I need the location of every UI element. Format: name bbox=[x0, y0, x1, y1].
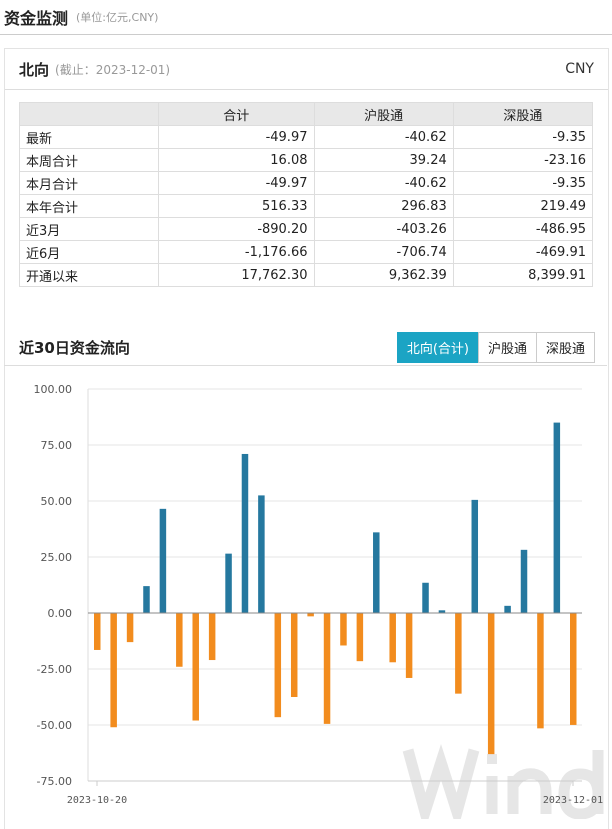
tab-1[interactable]: 沪股通 bbox=[477, 331, 537, 363]
bar bbox=[143, 586, 150, 613]
y-tick-label: 100.00 bbox=[34, 383, 73, 396]
x-tick-label: 2023-12-01 bbox=[543, 795, 603, 806]
bar bbox=[537, 613, 544, 729]
bar bbox=[340, 613, 347, 646]
chart-tabs: 北向(合计) 沪股通 深股通 bbox=[396, 331, 595, 363]
table-cell: -469.91 bbox=[452, 240, 594, 264]
table-cell: 17,762.30 bbox=[158, 263, 315, 287]
y-tick-label: -50.00 bbox=[37, 719, 72, 732]
table-row: 本月合计 -49.97 -40.62 -9.35 bbox=[19, 171, 594, 195]
bar bbox=[504, 605, 511, 613]
bar bbox=[570, 613, 577, 725]
row-label: 近3月 bbox=[19, 217, 159, 241]
bar bbox=[159, 508, 167, 613]
table-cell: -40.62 bbox=[313, 171, 454, 195]
bar bbox=[110, 613, 117, 728]
table-cell: -49.97 bbox=[158, 125, 315, 149]
bar bbox=[520, 549, 528, 613]
bar bbox=[241, 453, 249, 613]
bar bbox=[94, 613, 101, 650]
table-cell: -486.95 bbox=[452, 217, 594, 241]
table-cell: -40.62 bbox=[313, 125, 454, 149]
row-label: 本月合计 bbox=[19, 171, 159, 195]
table-cell: 219.49 bbox=[452, 194, 594, 218]
watermark-letter-i-dot bbox=[487, 754, 497, 764]
y-tick-label: 0.00 bbox=[48, 607, 73, 620]
bar bbox=[487, 613, 495, 755]
table-row: 近3月 -890.20 -403.26 -486.95 bbox=[19, 217, 594, 241]
table-cell: 296.83 bbox=[313, 194, 454, 218]
table-cell: -1,176.66 bbox=[158, 240, 315, 264]
tab-2[interactable]: 深股通 bbox=[535, 331, 595, 363]
page-header: 资金监测 (单位:亿元,CNY) bbox=[0, 0, 612, 35]
column-header: 沪股通 bbox=[313, 102, 454, 126]
bar bbox=[405, 613, 413, 678]
bar bbox=[225, 553, 232, 613]
y-tick-label: 25.00 bbox=[41, 551, 73, 564]
bar bbox=[455, 613, 462, 694]
table-row: 本年合计 516.33 296.83 219.49 bbox=[19, 194, 594, 218]
table-cell: 16.08 bbox=[158, 148, 315, 172]
table-cell: 516.33 bbox=[158, 194, 315, 218]
bar bbox=[323, 613, 331, 724]
watermark-letter-n bbox=[507, 768, 552, 814]
currency-label: CNY bbox=[565, 61, 594, 77]
table-cell: -23.16 bbox=[452, 148, 594, 172]
as-of-date: (截止：2023-12-01) bbox=[55, 62, 171, 77]
bar bbox=[422, 582, 429, 613]
watermark-letter-d bbox=[558, 750, 604, 819]
divider bbox=[4, 365, 607, 366]
table-row: 开通以来 17,762.30 9,362.39 8,399.91 bbox=[19, 263, 594, 287]
table-cell: -49.97 bbox=[158, 171, 315, 195]
unit-label: (单位:亿元,CNY) bbox=[76, 11, 159, 24]
bar bbox=[126, 613, 134, 643]
table-cell: 8,399.91 bbox=[452, 263, 594, 287]
card-title: 北向 bbox=[19, 60, 50, 79]
row-label: 近6月 bbox=[19, 240, 159, 264]
watermark-logo bbox=[402, 743, 604, 819]
table-cell: 39.24 bbox=[313, 148, 454, 172]
watermark-letter-w bbox=[402, 743, 480, 819]
bar bbox=[389, 613, 396, 663]
column-header: 合计 bbox=[158, 102, 315, 126]
row-label: 本年合计 bbox=[19, 194, 159, 218]
row-label: 本周合计 bbox=[19, 148, 159, 172]
table-cell: -9.35 bbox=[452, 125, 594, 149]
page-title: 资金监测 bbox=[4, 9, 69, 28]
bar bbox=[307, 613, 314, 617]
column-header bbox=[19, 102, 159, 126]
table-row: 近6月 -1,176.66 -706.74 -469.91 bbox=[19, 240, 594, 264]
bar bbox=[290, 613, 298, 697]
row-label: 开通以来 bbox=[19, 263, 159, 287]
bar bbox=[192, 613, 199, 721]
bar bbox=[438, 610, 446, 613]
table-cell: -9.35 bbox=[452, 171, 594, 195]
flow-table: 合计 沪股通 深股通 最新 -49.97 -40.62 -9.35 本周合计 16.08 39.2… bbox=[19, 102, 594, 287]
bar bbox=[471, 499, 479, 613]
table-row: 最新 -49.97 -40.62 -9.35 bbox=[19, 125, 594, 149]
northbound-card: 北向 (截止：2023-12-01) CNY 合计 沪股通 深股通 最新 -49.97-… bbox=[4, 48, 609, 829]
bar bbox=[356, 613, 364, 662]
bar bbox=[176, 613, 183, 667]
y-tick-label: 50.00 bbox=[41, 495, 73, 508]
bar bbox=[208, 613, 216, 661]
bar bbox=[274, 613, 282, 718]
bar bbox=[553, 422, 561, 613]
table-cell: -890.20 bbox=[158, 217, 315, 241]
table-cell: -403.26 bbox=[313, 217, 454, 241]
tab-0[interactable]: 北向(合计) bbox=[396, 331, 479, 363]
bar bbox=[258, 495, 265, 613]
y-tick-label: 75.00 bbox=[41, 439, 73, 452]
table-cell: -706.74 bbox=[313, 240, 454, 264]
row-label: 最新 bbox=[19, 125, 159, 149]
table-row: 本周合计 16.08 39.24 -23.16 bbox=[19, 148, 594, 172]
chart-title: 近30日资金流向 bbox=[19, 338, 130, 357]
x-tick-label: 2023-10-20 bbox=[67, 795, 127, 806]
table-cell: 9,362.39 bbox=[313, 263, 454, 287]
flow-bar-chart: 100.00 75.00 50.00 25.00 0.00 -25.00 -50.00 -75… bbox=[34, 383, 604, 819]
y-tick-label: -25.00 bbox=[37, 663, 72, 676]
y-tick-label: -75.00 bbox=[37, 775, 72, 788]
bar bbox=[373, 532, 380, 613]
column-header: 深股通 bbox=[452, 102, 594, 126]
